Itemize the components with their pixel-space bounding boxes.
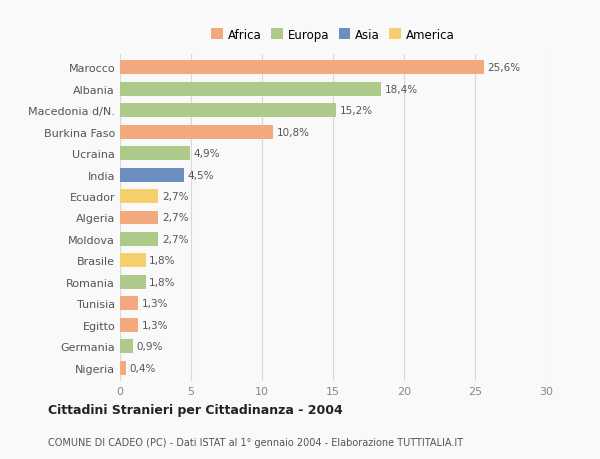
Bar <box>120 233 158 246</box>
Bar <box>120 83 381 96</box>
Text: 4,9%: 4,9% <box>193 149 220 159</box>
Text: 1,3%: 1,3% <box>142 320 169 330</box>
Legend: Africa, Europa, Asia, America: Africa, Europa, Asia, America <box>208 25 458 45</box>
Bar <box>120 125 274 139</box>
Bar <box>120 211 158 225</box>
Bar <box>120 297 139 311</box>
Bar <box>120 104 336 118</box>
Bar <box>120 275 146 289</box>
Text: 4,5%: 4,5% <box>187 170 214 180</box>
Bar <box>120 190 158 203</box>
Text: Cittadini Stranieri per Cittadinanza - 2004: Cittadini Stranieri per Cittadinanza - 2… <box>48 403 343 416</box>
Text: COMUNE DI CADEO (PC) - Dati ISTAT al 1° gennaio 2004 - Elaborazione TUTTITALIA.I: COMUNE DI CADEO (PC) - Dati ISTAT al 1° … <box>48 437 463 447</box>
Bar <box>120 361 125 375</box>
Text: 2,7%: 2,7% <box>162 235 188 245</box>
Text: 25,6%: 25,6% <box>487 63 520 73</box>
Bar <box>120 318 139 332</box>
Text: 10,8%: 10,8% <box>277 127 310 137</box>
Bar <box>120 254 146 268</box>
Text: 1,8%: 1,8% <box>149 256 176 266</box>
Text: 15,2%: 15,2% <box>340 106 373 116</box>
Bar <box>120 340 133 353</box>
Text: 1,3%: 1,3% <box>142 299 169 309</box>
Text: 2,7%: 2,7% <box>162 213 188 223</box>
Text: 2,7%: 2,7% <box>162 191 188 202</box>
Text: 0,9%: 0,9% <box>136 341 163 352</box>
Text: 0,4%: 0,4% <box>129 363 155 373</box>
Bar <box>120 168 184 182</box>
Bar <box>120 147 190 161</box>
Text: 1,8%: 1,8% <box>149 277 176 287</box>
Bar <box>120 61 484 75</box>
Text: 18,4%: 18,4% <box>385 84 418 95</box>
